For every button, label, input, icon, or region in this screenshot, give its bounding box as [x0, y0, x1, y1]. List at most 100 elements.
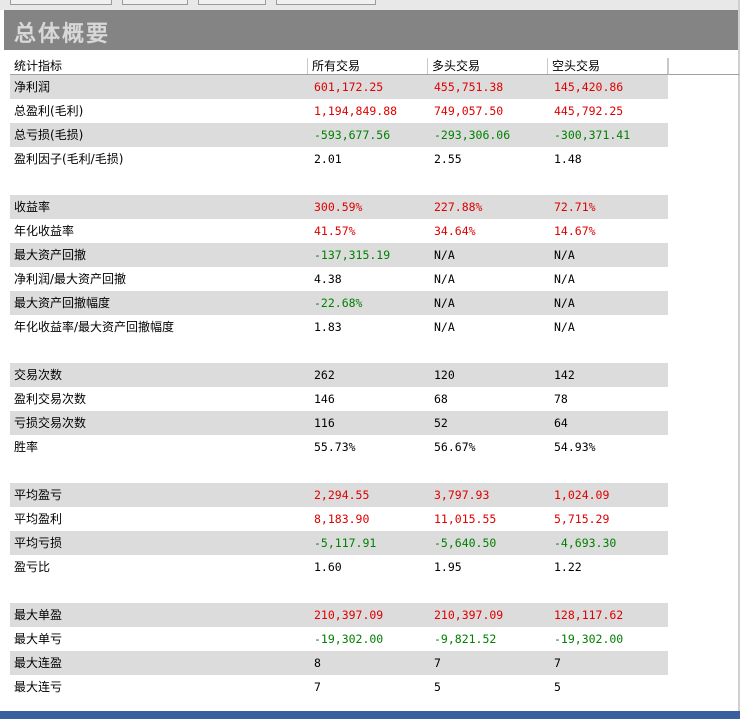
metric-label: 最大连亏 — [14, 680, 63, 694]
table-row[interactable]: 年化收益率 41.57% 34.64% 14.67% — [10, 219, 668, 243]
value-short-trades: -4,693.30 — [554, 536, 617, 550]
table-row[interactable]: 净利润/最大资产回撤 4.38 N/A N/A — [10, 267, 668, 291]
header-filler — [668, 58, 739, 75]
value-long-trades: -5,640.50 — [434, 536, 497, 550]
header-all-trades[interactable]: 所有交易 — [308, 58, 428, 74]
value-long-trades: 120 — [434, 368, 455, 382]
metric-label: 总亏损(毛损) — [14, 128, 84, 142]
value-short-trades: N/A — [554, 320, 575, 334]
table-row[interactable]: 最大资产回撤 -137,315.19 N/A N/A — [10, 243, 668, 267]
value-short-trades: 445,792.25 — [554, 104, 624, 118]
table-row[interactable]: 总盈利(毛利) 1,194,849.88 749,057.50 445,792.25 — [10, 99, 668, 123]
header-metric[interactable]: 统计指标 — [10, 58, 308, 74]
table-row[interactable]: 最大单盈 210,397.09 210,397.09 128,117.62 — [10, 603, 668, 627]
value-long-trades: 749,057.50 — [434, 104, 504, 118]
tab-3[interactable] — [198, 0, 266, 5]
value-all-trades: 1.60 — [314, 560, 342, 574]
value-short-trades: 1,024.09 — [554, 488, 610, 502]
value-long-trades: 227.88% — [434, 200, 483, 214]
value-long-trades: 2.55 — [434, 152, 462, 166]
tab-4[interactable] — [276, 0, 376, 5]
summary-title-bar: 总体概要 — [4, 10, 738, 50]
metric-label: 最大资产回撤幅度 — [14, 296, 111, 310]
table-row[interactable]: 净利润 601,172.25 455,751.38 145,420.86 — [10, 75, 668, 99]
taskbar-strip — [0, 711, 740, 719]
value-all-trades: -137,315.19 — [314, 248, 391, 262]
value-long-trades: N/A — [434, 272, 455, 286]
metric-label: 盈亏比 — [14, 560, 51, 574]
table-row[interactable]: 盈利交易次数 146 68 78 — [10, 387, 668, 411]
table-row[interactable]: 最大连盈 8 7 7 — [10, 651, 668, 675]
page-title: 总体概要 — [14, 22, 111, 47]
table-row[interactable]: 收益率 300.59% 227.88% 72.71% — [10, 195, 668, 219]
value-long-trades: 34.64% — [434, 224, 476, 238]
value-long-trades: -9,821.52 — [434, 632, 497, 646]
header-short-trades[interactable]: 空头交易 — [548, 58, 668, 74]
metric-label: 最大单盈 — [14, 608, 63, 622]
value-all-trades: -22.68% — [314, 296, 363, 310]
metric-label: 盈利因子(毛利/毛损) — [14, 152, 124, 166]
table-row[interactable]: 交易次数 262 120 142 — [10, 363, 668, 387]
value-long-trades: 455,751.38 — [434, 80, 504, 94]
metric-label: 年化收益率/最大资产回撤幅度 — [14, 320, 175, 334]
table-row[interactable]: 平均盈亏 2,294.55 3,797.93 1,024.09 — [10, 483, 668, 507]
value-all-trades: 262 — [314, 368, 335, 382]
metric-label: 最大单亏 — [14, 632, 63, 646]
table-row[interactable]: 盈利因子(毛利/毛损) 2.01 2.55 1.48 — [10, 147, 668, 171]
value-long-trades: -293,306.06 — [434, 128, 511, 142]
value-short-trades: 1.22 — [554, 560, 582, 574]
value-long-trades: N/A — [434, 320, 455, 334]
metric-label: 总盈利(毛利) — [14, 104, 84, 118]
table-row[interactable]: 平均盈利 8,183.90 11,015.55 5,715.29 — [10, 507, 668, 531]
metric-label: 亏损交易次数 — [14, 416, 87, 430]
tab-1[interactable] — [10, 0, 112, 5]
metric-label: 胜率 — [14, 440, 39, 454]
table-row[interactable]: 最大连亏 7 5 5 — [10, 675, 668, 699]
value-all-trades: 55.73% — [314, 440, 356, 454]
value-short-trades: 7 — [554, 656, 561, 670]
metric-label: 盈利交易次数 — [14, 392, 87, 406]
value-short-trades: 142 — [554, 368, 575, 382]
value-long-trades: 7 — [434, 656, 441, 670]
metric-label: 年化收益率 — [14, 224, 75, 238]
window-frame-edge — [738, 0, 740, 719]
header-long-trades[interactable]: 多头交易 — [428, 58, 548, 74]
table-row[interactable]: 最大资产回撤幅度 -22.68% N/A N/A — [10, 291, 668, 315]
value-all-trades: 116 — [314, 416, 335, 430]
value-all-trades: 8 — [314, 656, 321, 670]
tab-2[interactable] — [122, 0, 188, 5]
metric-label: 交易次数 — [14, 368, 63, 382]
table-row[interactable]: 盈亏比 1.60 1.95 1.22 — [10, 555, 668, 579]
table-row[interactable]: 最大单亏 -19,302.00 -9,821.52 -19,302.00 — [10, 627, 668, 651]
value-all-trades: 8,183.90 — [314, 512, 370, 526]
value-all-trades: 1.83 — [314, 320, 342, 334]
value-all-trades: 146 — [314, 392, 335, 406]
value-long-trades: 11,015.55 — [434, 512, 497, 526]
table-row[interactable]: 亏损交易次数 116 52 64 — [10, 411, 668, 435]
value-all-trades: 601,172.25 — [314, 80, 384, 94]
value-short-trades: N/A — [554, 296, 575, 310]
value-long-trades: 52 — [434, 416, 448, 430]
value-all-trades: 7 — [314, 680, 321, 694]
value-all-trades: 2,294.55 — [314, 488, 370, 502]
value-short-trades: 1.48 — [554, 152, 582, 166]
value-long-trades: N/A — [434, 296, 455, 310]
value-short-trades: 78 — [554, 392, 568, 406]
value-short-trades: 54.93% — [554, 440, 596, 454]
table-row[interactable]: 总亏损(毛损) -593,677.56 -293,306.06 -300,371.41 — [10, 123, 668, 147]
table-row[interactable]: 平均亏损 -5,117.91 -5,640.50 -4,693.30 — [10, 531, 668, 555]
metric-label: 最大资产回撤 — [14, 248, 87, 262]
tab-strip — [0, 0, 740, 10]
value-all-trades: 4.38 — [314, 272, 342, 286]
table-row[interactable]: 年化收益率/最大资产回撤幅度 1.83 N/A N/A — [10, 315, 668, 339]
table-row[interactable]: 胜率 55.73% 56.67% 54.93% — [10, 435, 668, 459]
value-all-trades: 300.59% — [314, 200, 363, 214]
value-short-trades: -19,302.00 — [554, 632, 624, 646]
metric-label: 最大连盈 — [14, 656, 63, 670]
value-short-trades: N/A — [554, 248, 575, 262]
value-long-trades: 56.67% — [434, 440, 476, 454]
table-header: 统计指标 所有交易 多头交易 空头交易 — [10, 58, 668, 75]
value-long-trades: 3,797.93 — [434, 488, 490, 502]
value-short-trades: 5 — [554, 680, 561, 694]
value-long-trades: N/A — [434, 248, 455, 262]
